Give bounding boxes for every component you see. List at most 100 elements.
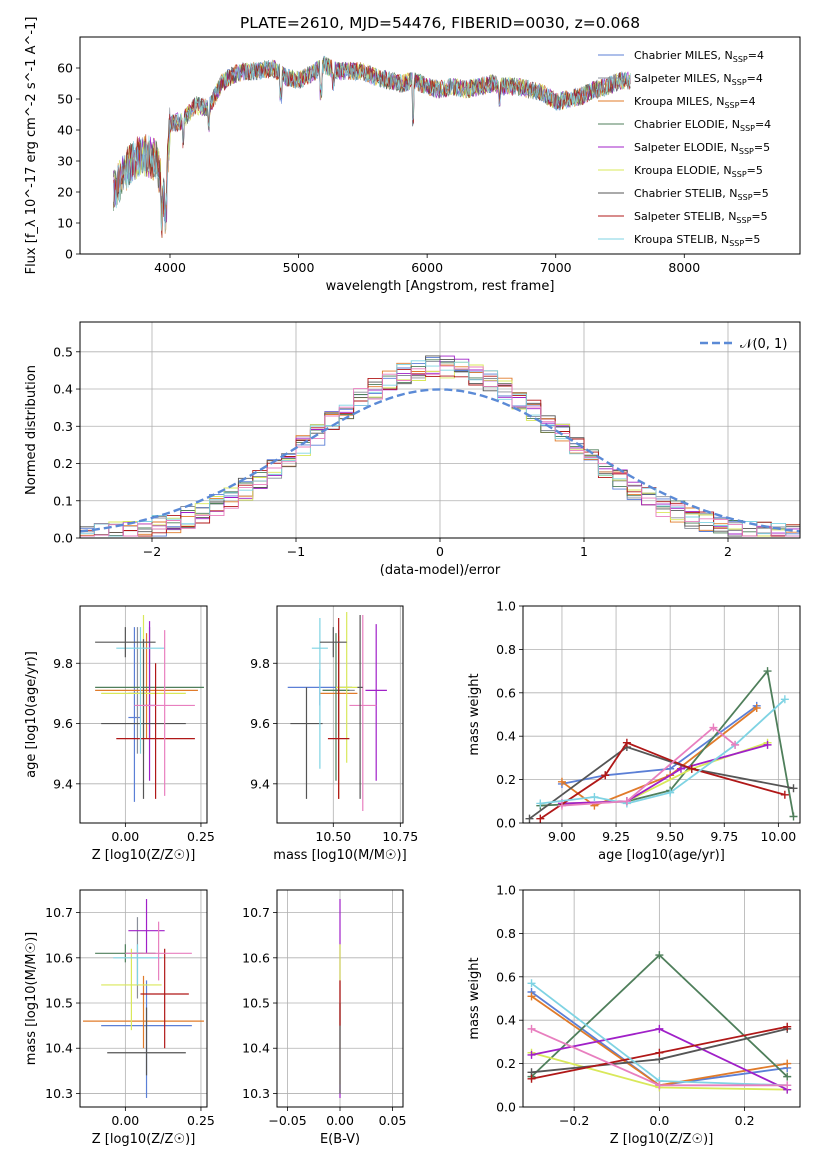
x-tick-label: 7000: [540, 260, 572, 275]
weight-point: [783, 1081, 792, 1090]
y-tick-label: 0.4: [53, 382, 73, 397]
y-tick-label: 10: [57, 216, 73, 231]
legend-text: =4: [755, 118, 771, 131]
x-tick-label: 10.75: [382, 829, 418, 844]
x-tick-label: −0.2: [559, 1113, 589, 1128]
y-tick-label: 0.1: [53, 493, 73, 508]
plot-area: [80, 322, 800, 538]
y-axis-label: mass weight: [467, 957, 482, 1039]
y-tick-label: 0.4: [496, 1013, 516, 1028]
y-tick-label: 9.8: [53, 656, 73, 671]
x-axis-label: age [log10(age/yr)]: [598, 848, 725, 863]
weight-point: [709, 723, 718, 732]
spectrum-series: [113, 55, 631, 233]
histogram-series: [80, 369, 800, 537]
plot-area: [113, 55, 631, 239]
weight-point: [557, 777, 566, 786]
y-tick-label: 9.4: [250, 776, 270, 791]
legend-text: =4: [748, 49, 764, 62]
legend-sub: SSP: [738, 193, 753, 202]
legend-entry: Salpeter STELIB, NSSP=5: [634, 210, 768, 225]
weight-point: [655, 951, 664, 960]
legend-text: Kroupa MILES, N: [634, 95, 724, 108]
legend-entry: Chabrier ELODIE, NSSP=4: [634, 118, 771, 133]
panels: 4000 5000 6000 7000 80000102030405060wavelen…: [24, 17, 801, 1147]
y-tick-label: 10.7: [45, 905, 73, 920]
axes-frame: [276, 889, 404, 1108]
x-tick-label: 8000: [668, 260, 700, 275]
weight-point: [731, 740, 740, 749]
legend-text: =5: [744, 233, 760, 246]
spectrum-series: [113, 57, 631, 234]
weight-point: [789, 784, 798, 793]
y-tick-label: 10.6: [242, 950, 270, 965]
histogram-series: [80, 365, 800, 537]
y-tick-label: 50: [57, 92, 73, 107]
legend-text: =5: [747, 164, 763, 177]
x-tick-label: −1: [287, 544, 305, 559]
x-tick-label: 1: [580, 544, 588, 559]
y-tick-label: 0: [65, 247, 73, 262]
x-tick-label: 10.00: [760, 829, 796, 844]
legend-sub: SSP: [724, 101, 739, 110]
weight-point: [655, 1048, 664, 1057]
legend-text: Kroupa STELIB, N: [634, 233, 729, 246]
legend-sub: SSP: [733, 55, 748, 64]
panel-z-age: 0.00 0.25 9.4 9.6 9.8 Z [log10(Z/Z☉)] age [log…: [24, 605, 215, 863]
y-tick-label: 0.2: [496, 1056, 516, 1071]
x-tick-label: 0.25: [187, 1113, 215, 1128]
legend-sub: SSP: [739, 147, 754, 156]
x-tick-label: −0.05: [268, 1113, 306, 1128]
plot-area: [277, 890, 403, 1107]
y-tick-label: 0.6: [496, 969, 516, 984]
legend-entry: Kroupa STELIB, NSSP=5: [634, 233, 760, 248]
weight-point: [789, 812, 798, 821]
x-axis-label: Z [log10(Z/Z☉)]: [92, 1132, 196, 1147]
weight-point: [557, 801, 566, 810]
axes-frame: [79, 321, 801, 539]
y-tick-label: 1.0: [496, 883, 516, 898]
weight-point: [783, 1059, 792, 1068]
x-axis-label: mass [log10(M/M☉)]: [273, 848, 406, 863]
y-tick-label: 0.2: [496, 772, 516, 787]
figure-title: PLATE=2610, MJD=54476, FIBERID=0030, z=0…: [240, 14, 640, 32]
y-axis-label: Flux [f_λ 10^-17 erg cm^-2 s^-1 A^-1]: [24, 17, 39, 275]
x-tick-label: 9.75: [710, 829, 738, 844]
legend-text: Salpeter STELIB, N: [634, 210, 736, 223]
panel-z-weight: −0.2 0.0 0.2 0.0 0.2 0.4 0.6 0.8 1.0 Z [log10(Z/Z…: [467, 883, 801, 1147]
y-tick-label: 1.0: [496, 599, 516, 614]
y-tick-label: 0.8: [496, 642, 516, 657]
y-tick-label: 0.2: [53, 456, 73, 471]
weight-point: [527, 992, 536, 1001]
normal-curve: [80, 388, 800, 533]
weight-point: [655, 1024, 664, 1033]
legend-text: Chabrier STELIB, N: [634, 187, 738, 200]
y-tick-label: 10.5: [242, 996, 270, 1011]
y-tick-label: 9.4: [53, 776, 73, 791]
y-tick-label: 0.6: [496, 685, 516, 700]
y-tick-label: 9.6: [250, 716, 270, 731]
weight-point: [622, 797, 631, 806]
y-tick-label: 0.8: [496, 926, 516, 941]
x-tick-label: 9.00: [548, 829, 576, 844]
weight-point: [783, 1022, 792, 1031]
y-axis-label: mass weight: [467, 673, 482, 755]
weight-series: [540, 698, 786, 805]
legend-entry: Kroupa ELODIE, NSSP=5: [634, 164, 763, 179]
spectrum-series: [113, 58, 631, 227]
legend-entry: Kroupa MILES, NSSP=4: [634, 95, 756, 110]
weight-point: [590, 792, 599, 801]
weight-point: [655, 1081, 664, 1090]
x-tick-label: 9.25: [602, 829, 630, 844]
y-tick-label: 10.5: [45, 996, 73, 1011]
legend-text: Kroupa ELODIE, N: [634, 164, 732, 177]
weight-point: [783, 1072, 792, 1081]
legend-text: =4: [739, 95, 755, 108]
y-tick-label: 0.5: [53, 344, 73, 359]
spectrum-series: [113, 56, 631, 239]
legend-entry: Salpeter MILES, NSSP=4: [634, 72, 763, 87]
plot-area: [80, 890, 207, 1107]
legend-text: Salpeter ELODIE, N: [634, 141, 739, 154]
x-tick-label: 0.05: [379, 1113, 407, 1128]
y-tick-label: 10.3: [242, 1086, 270, 1101]
